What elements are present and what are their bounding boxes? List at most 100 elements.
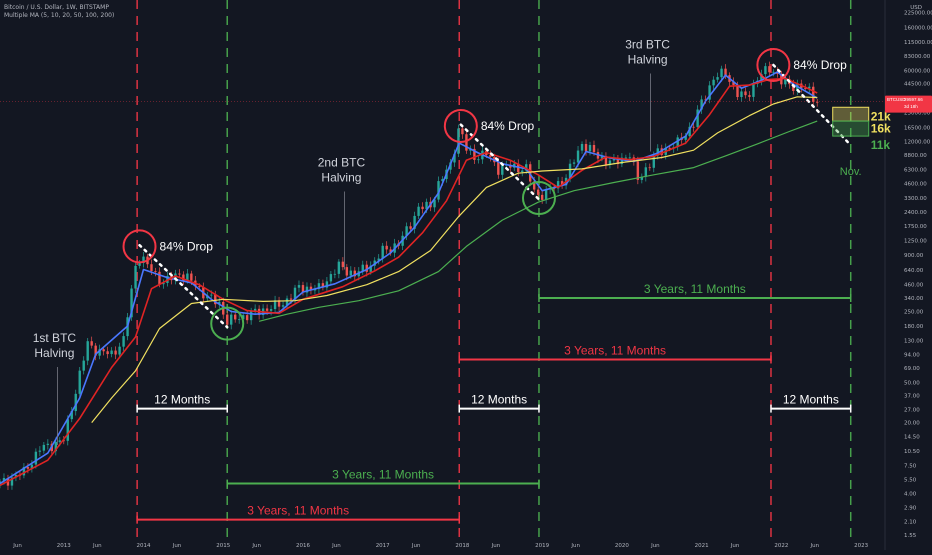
candle-body bbox=[620, 157, 624, 165]
time-tick-label: Jun bbox=[331, 543, 341, 549]
bottom-circle bbox=[210, 306, 245, 341]
price-tick-label: 7.50 bbox=[904, 464, 917, 470]
time-tick-label: 2018 bbox=[455, 543, 469, 549]
candle-body bbox=[676, 137, 679, 148]
candle-body bbox=[425, 201, 428, 210]
candle-body bbox=[576, 150, 580, 163]
candle-body bbox=[34, 451, 38, 465]
moving-average-line-4 bbox=[258, 120, 818, 322]
peak-circle bbox=[756, 47, 791, 82]
candle-body bbox=[568, 163, 572, 178]
candle-body bbox=[74, 393, 77, 412]
candle-body bbox=[560, 181, 564, 186]
candle-body bbox=[249, 310, 253, 321]
candle-body bbox=[700, 99, 703, 110]
time-tick-label: Jun bbox=[12, 543, 22, 549]
candle-body bbox=[158, 271, 161, 285]
candle-body bbox=[2, 478, 6, 482]
moving-average-line-3 bbox=[91, 96, 818, 423]
candle-body bbox=[289, 298, 293, 300]
candle-body bbox=[142, 256, 145, 264]
price-tick-label: 130.00 bbox=[904, 338, 924, 344]
drop-label: 84% Drop bbox=[481, 119, 535, 133]
time-axis: Jun 2013 Jun 2014 Jun 2015 Jun 2016 Jun 2017 Jun 20… bbox=[12, 543, 868, 549]
drop-dotted-line bbox=[138, 243, 229, 329]
candle-body bbox=[644, 167, 648, 177]
candle-body bbox=[712, 79, 715, 86]
price-tick-label: 8800.00 bbox=[904, 153, 927, 159]
halving-label: Halving bbox=[321, 170, 361, 184]
price-tag-countdown: 3d 18h bbox=[904, 104, 918, 109]
candle-body bbox=[218, 301, 221, 305]
candle-body bbox=[182, 274, 185, 281]
candle-body bbox=[521, 170, 524, 173]
candle-body bbox=[230, 314, 233, 325]
candle-body bbox=[544, 189, 548, 200]
candle-body bbox=[636, 161, 640, 180]
price-tick-label: 37.00 bbox=[904, 394, 920, 400]
candle-body bbox=[748, 95, 751, 97]
candle-body bbox=[792, 84, 795, 91]
price-tick-label: 115000.00 bbox=[904, 40, 932, 46]
price-tag-symbol: BTCUSD bbox=[887, 97, 906, 102]
candle-body bbox=[532, 181, 536, 190]
price-tick-label: 2.10 bbox=[904, 520, 917, 526]
candle-body bbox=[234, 314, 237, 320]
axis-unit-label: USD bbox=[910, 5, 922, 11]
candle-body bbox=[277, 300, 281, 307]
chart-title: Bitcoin / U.S. Dollar, 1W, BITSTAMP bbox=[4, 4, 109, 11]
time-tick-label: Jun bbox=[172, 543, 182, 549]
candle-body bbox=[285, 298, 289, 306]
candle-body bbox=[812, 86, 815, 102]
candle-body bbox=[122, 336, 125, 347]
candle-body bbox=[190, 273, 193, 281]
candle-body bbox=[46, 443, 50, 445]
time-tick-label: 2019 bbox=[535, 543, 549, 549]
candle-body bbox=[154, 271, 157, 272]
candle-body bbox=[816, 101, 819, 103]
candle-body bbox=[433, 199, 436, 208]
candle-body bbox=[724, 68, 727, 76]
candle-body bbox=[720, 68, 723, 78]
candle-body bbox=[58, 440, 61, 442]
candle-body bbox=[309, 286, 313, 291]
candle-body bbox=[78, 370, 81, 394]
candle-body bbox=[525, 164, 528, 171]
candle-body bbox=[808, 86, 811, 89]
candle-body bbox=[656, 148, 659, 156]
time-tick-label: Jun bbox=[92, 543, 102, 549]
time-tick-label: Jun bbox=[810, 543, 820, 549]
candle-body bbox=[600, 156, 604, 159]
candle-body bbox=[110, 350, 113, 355]
candle-body bbox=[536, 189, 540, 195]
candle-body bbox=[341, 261, 345, 268]
price-tick-label: 225000.00 bbox=[904, 10, 932, 16]
price-tick-label: 6300.00 bbox=[904, 168, 927, 174]
candle-body bbox=[540, 194, 544, 200]
target-price-label: 16k bbox=[871, 122, 891, 136]
candle-body bbox=[477, 159, 480, 161]
candle-body bbox=[441, 179, 444, 182]
candle-body bbox=[94, 345, 97, 356]
candle-body bbox=[130, 288, 133, 318]
candle-body bbox=[612, 158, 616, 161]
candle-body bbox=[70, 411, 73, 420]
candle-body bbox=[90, 341, 93, 346]
price-tick-label: 60000.00 bbox=[904, 68, 931, 74]
price-tick-label: 250.00 bbox=[904, 310, 924, 316]
candle-body bbox=[588, 145, 592, 152]
candle-body bbox=[453, 153, 456, 163]
time-tick-label: 2017 bbox=[376, 543, 390, 549]
price-tick-label: 340.00 bbox=[904, 296, 924, 302]
candle-body bbox=[389, 249, 392, 253]
candle-body bbox=[329, 274, 333, 282]
candle-body bbox=[118, 346, 121, 355]
peak-circle bbox=[443, 108, 478, 143]
candle-body bbox=[648, 167, 651, 169]
candle-body bbox=[616, 158, 620, 165]
candle-body bbox=[740, 91, 743, 98]
price-tick-label: 69.00 bbox=[904, 366, 920, 372]
